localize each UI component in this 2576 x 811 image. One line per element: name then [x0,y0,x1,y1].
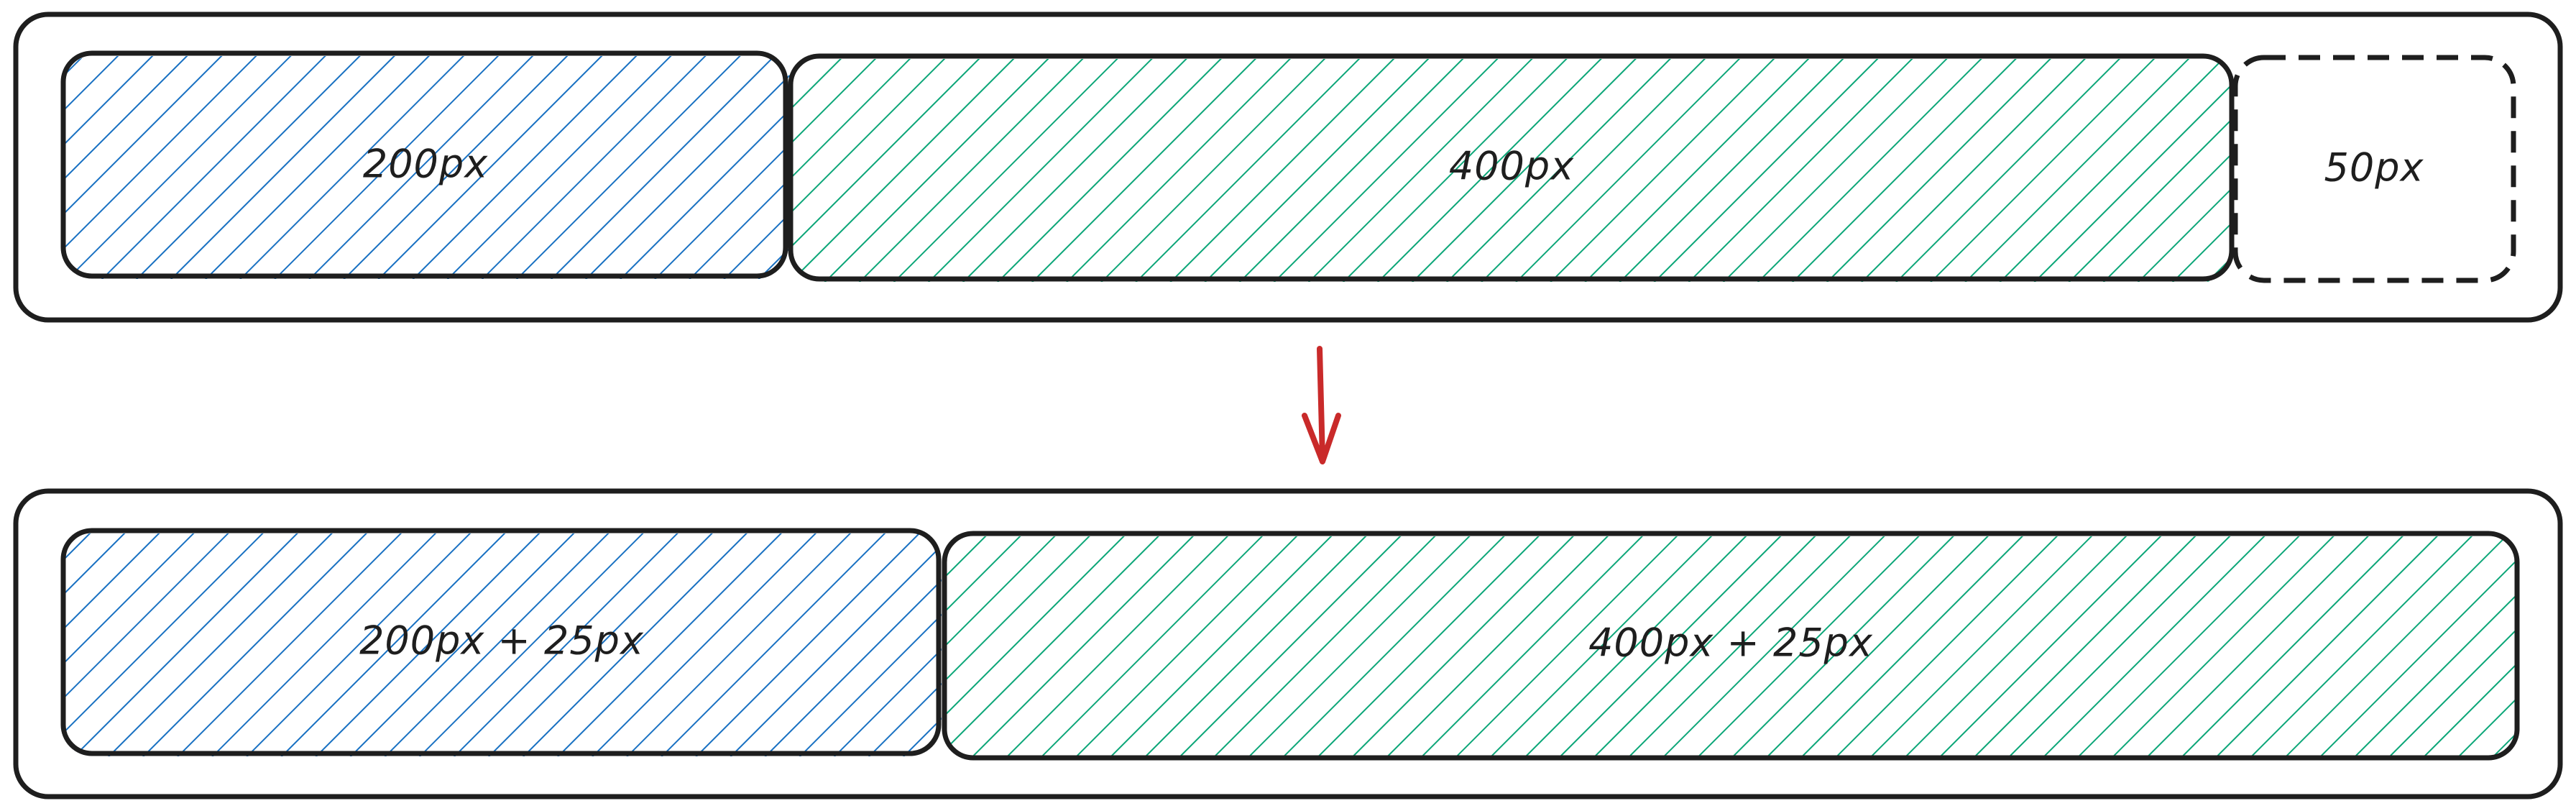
after-green-label: 400px + 25px [1588,620,1873,666]
after-row: 200px + 25px 400px + 25px [13,488,2563,799]
before-remainder-label: 50px [2324,145,2424,191]
after-container [13,488,2563,799]
before-blue-box: 200px [60,50,791,279]
before-container [13,12,2563,323]
after-green-box: 400px + 25px [942,531,2520,761]
before-green-label: 400px [1449,144,1574,189]
before-green-box: 400px [788,53,2235,282]
before-row: 200px 400px 50px [13,12,2563,323]
after-blue-label: 200px + 25px [359,618,644,664]
before-remainder-box: 50px [2232,55,2516,283]
after-blue-box: 200px + 25px [60,528,942,756]
arrow-down-icon [1302,346,1341,464]
before-blue-label: 200px [363,142,488,187]
